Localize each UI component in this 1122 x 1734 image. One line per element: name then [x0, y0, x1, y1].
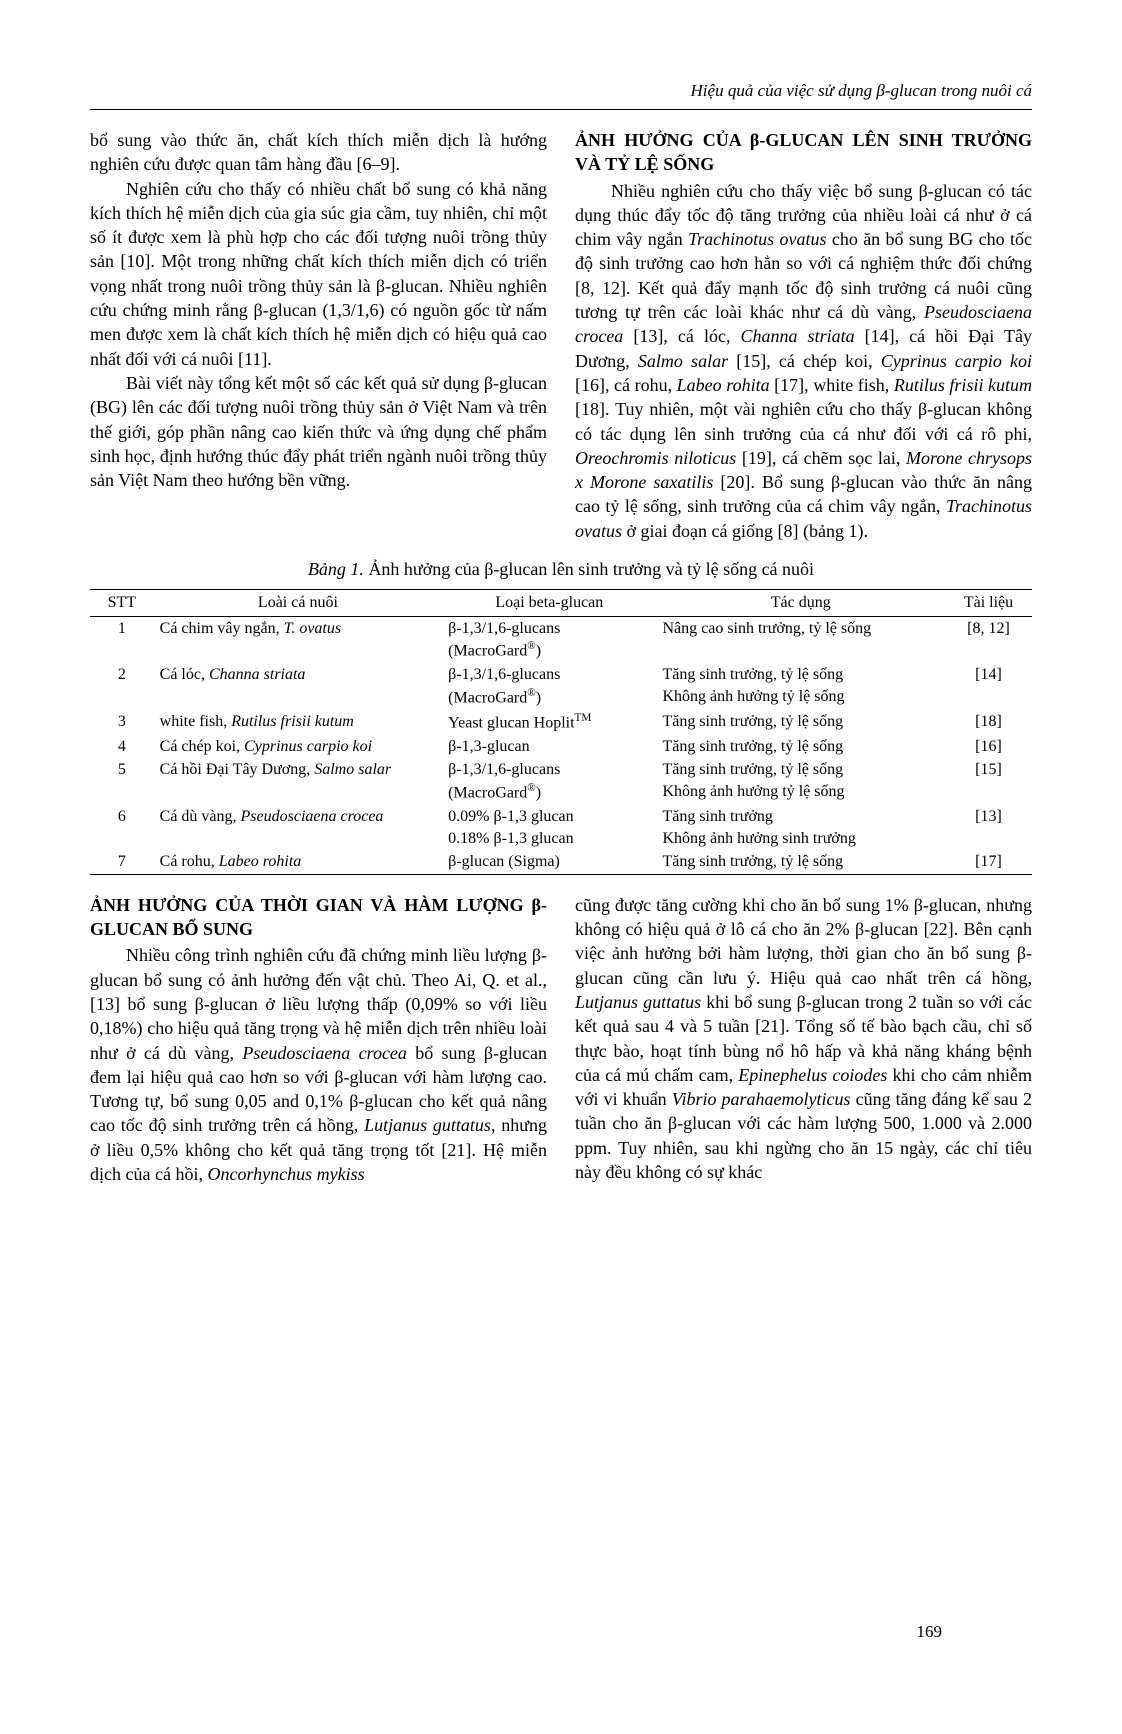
lower-right-column: cũng được tăng cường khi cho ăn bổ sung …	[575, 893, 1032, 1187]
cell-ref: [15]	[945, 758, 1032, 805]
text: ở giai đoạn cá giống [8] (bảng 1).	[622, 521, 868, 541]
table-row: 4Cá chép koi, Cyprinus carpio koiβ-1,3-g…	[90, 735, 1032, 759]
col-ref: Tài liệu	[945, 590, 1032, 617]
table-row: 5Cá hồi Đại Tây Dương, Salmo salarβ-1,3/…	[90, 758, 1032, 805]
lower-columns: ẢNH HƯỞNG CỦA THỜI GIAN VÀ HÀM LƯỢNG β-G…	[90, 893, 1032, 1187]
species-name: Lutjanus guttatus	[575, 992, 701, 1012]
cell-stt: 2	[90, 663, 154, 710]
running-title: Hiệu quả của việc sử dụng β-glucan trong…	[90, 80, 1032, 110]
species-name: Labeo rohita	[677, 375, 770, 395]
para-dose-1: Nhiều công trình nghiên cứu đã chứng min…	[90, 943, 547, 1186]
text: [18]. Tuy nhiên, một vài nghiên cứu cho …	[575, 399, 1032, 443]
table-caption-text: Ảnh hưởng của β-glucan lên sinh trưởng v…	[364, 559, 814, 579]
col-effect: Tác dụng	[656, 590, 945, 617]
species-name: Vibrio parahaemolyticus	[672, 1089, 851, 1109]
table-row: 2Cá lóc, Channa striataβ-1,3/1,6-glucans…	[90, 663, 1032, 710]
cell-species: Cá dù vàng, Pseudosciaena crocea	[154, 805, 443, 850]
species-name: Oncorhynchus mykiss	[207, 1164, 364, 1184]
cell-stt: 7	[90, 850, 154, 874]
text: [13], cá lóc,	[623, 326, 740, 346]
cell-species: white fish, Rutilus frisii kutum	[154, 710, 443, 735]
col-stt: STT	[90, 590, 154, 617]
text: cũng được tăng cường khi cho ăn bổ sung …	[575, 895, 1032, 988]
lower-left-column: ẢNH HƯỞNG CỦA THỜI GIAN VÀ HÀM LƯỢNG β-G…	[90, 893, 547, 1187]
cell-stt: 3	[90, 710, 154, 735]
cell-stt: 4	[90, 735, 154, 759]
cell-glucan: β-1,3/1,6-glucans(MacroGard®)	[442, 663, 656, 710]
cell-effect: Tăng sinh trưởng, tỷ lệ sống	[656, 735, 945, 759]
cell-species: Cá lóc, Channa striata	[154, 663, 443, 710]
col-species: Loài cá nuôi	[154, 590, 443, 617]
cell-species: Cá chép koi, Cyprinus carpio koi	[154, 735, 443, 759]
cell-ref: [16]	[945, 735, 1032, 759]
page-number: 169	[917, 1621, 943, 1644]
table-row: 3white fish, Rutilus frisii kutumYeast g…	[90, 710, 1032, 735]
cell-glucan: β-1,3/1,6-glucans(MacroGard®)	[442, 758, 656, 805]
text: [16], cá rohu,	[575, 375, 677, 395]
cell-ref: [8, 12]	[945, 616, 1032, 663]
cell-effect: Nâng cao sinh trưởng, tỷ lệ sống	[656, 616, 945, 663]
para-intro-1: bổ sung vào thức ăn, chất kích thích miễ…	[90, 128, 547, 177]
text: [19], cá chẽm sọc lai,	[736, 448, 906, 468]
cell-ref: [17]	[945, 850, 1032, 874]
upper-right-column: ẢNH HƯỞNG CỦA β-GLUCAN LÊN SINH TRƯỞNG V…	[575, 128, 1032, 543]
species-name: Epinephelus coiodes	[738, 1065, 887, 1085]
cell-effect: Tăng sinh trưởng, tỷ lệ sốngKhông ảnh hư…	[656, 663, 945, 710]
section-heading-growth: ẢNH HƯỞNG CỦA β-GLUCAN LÊN SINH TRƯỞNG V…	[575, 128, 1032, 177]
text: [15], cá chép koi,	[728, 351, 881, 371]
cell-stt: 6	[90, 805, 154, 850]
cell-species: Cá rohu, Labeo rohita	[154, 850, 443, 874]
table-header-row: STT Loài cá nuôi Loại beta-glucan Tác dụ…	[90, 590, 1032, 617]
table-row: 7Cá rohu, Labeo rohitaβ-glucan (Sigma)Tă…	[90, 850, 1032, 874]
species-name: Lutjanus guttatus	[364, 1115, 491, 1135]
para-intro-2: Nghiên cứu cho thấy có nhiều chất bổ sun…	[90, 177, 547, 371]
cell-ref: [18]	[945, 710, 1032, 735]
cell-stt: 1	[90, 616, 154, 663]
table-caption-label: Bảng 1.	[308, 559, 364, 579]
species-name: Cyprinus carpio koi	[881, 351, 1032, 371]
para-dose-2: cũng được tăng cường khi cho ăn bổ sung …	[575, 893, 1032, 1185]
cell-stt: 5	[90, 758, 154, 805]
species-name: Salmo salar	[638, 351, 728, 371]
species-name: Trachinotus ovatus	[688, 229, 826, 249]
table-caption: Bảng 1. Ảnh hưởng của β-glucan lên sinh …	[90, 557, 1032, 581]
cell-species: Cá hồi Đại Tây Dương, Salmo salar	[154, 758, 443, 805]
cell-glucan: 0.09% β-1,3 glucan0.18% β-1,3 glucan	[442, 805, 656, 850]
cell-effect: Tăng sinh trưởng, tỷ lệ sống	[656, 850, 945, 874]
para-intro-3: Bài viết này tổng kết một số các kết quả…	[90, 371, 547, 492]
cell-ref: [13]	[945, 805, 1032, 850]
section-heading-dose: ẢNH HƯỞNG CỦA THỜI GIAN VÀ HÀM LƯỢNG β-G…	[90, 893, 547, 942]
cell-effect: Tăng sinh trưởngKhông ảnh hưởng sinh trư…	[656, 805, 945, 850]
table-row: 1Cá chim vây ngắn, T. ovatusβ-1,3/1,6-gl…	[90, 616, 1032, 663]
upper-columns: bổ sung vào thức ăn, chất kích thích miễ…	[90, 128, 1032, 543]
cell-effect: Tăng sinh trưởng, tỷ lệ sốngKhông ảnh hư…	[656, 758, 945, 805]
cell-glucan: β-1,3-glucan	[442, 735, 656, 759]
cell-ref: [14]	[945, 663, 1032, 710]
species-name: Oreochromis niloticus	[575, 448, 736, 468]
cell-glucan: Yeast glucan HoplitTM	[442, 710, 656, 735]
text: [17], white fish,	[770, 375, 894, 395]
cell-effect: Tăng sinh trưởng, tỷ lệ sống	[656, 710, 945, 735]
cell-glucan: β-glucan (Sigma)	[442, 850, 656, 874]
glucan-effects-table: STT Loài cá nuôi Loại beta-glucan Tác dụ…	[90, 589, 1032, 874]
cell-glucan: β-1,3/1,6-glucans(MacroGard®)	[442, 616, 656, 663]
cell-species: Cá chim vây ngắn, T. ovatus	[154, 616, 443, 663]
species-name: Pseudosciaena crocea	[242, 1043, 407, 1063]
species-name: Rutilus frisii kutum	[894, 375, 1032, 395]
table-row: 6Cá dù vàng, Pseudosciaena crocea0.09% β…	[90, 805, 1032, 850]
col-glucan: Loại beta-glucan	[442, 590, 656, 617]
species-name: Channa striata	[741, 326, 855, 346]
para-growth-1: Nhiều nghiên cứu cho thấy việc bổ sung β…	[575, 179, 1032, 543]
upper-left-column: bổ sung vào thức ăn, chất kích thích miễ…	[90, 128, 547, 543]
